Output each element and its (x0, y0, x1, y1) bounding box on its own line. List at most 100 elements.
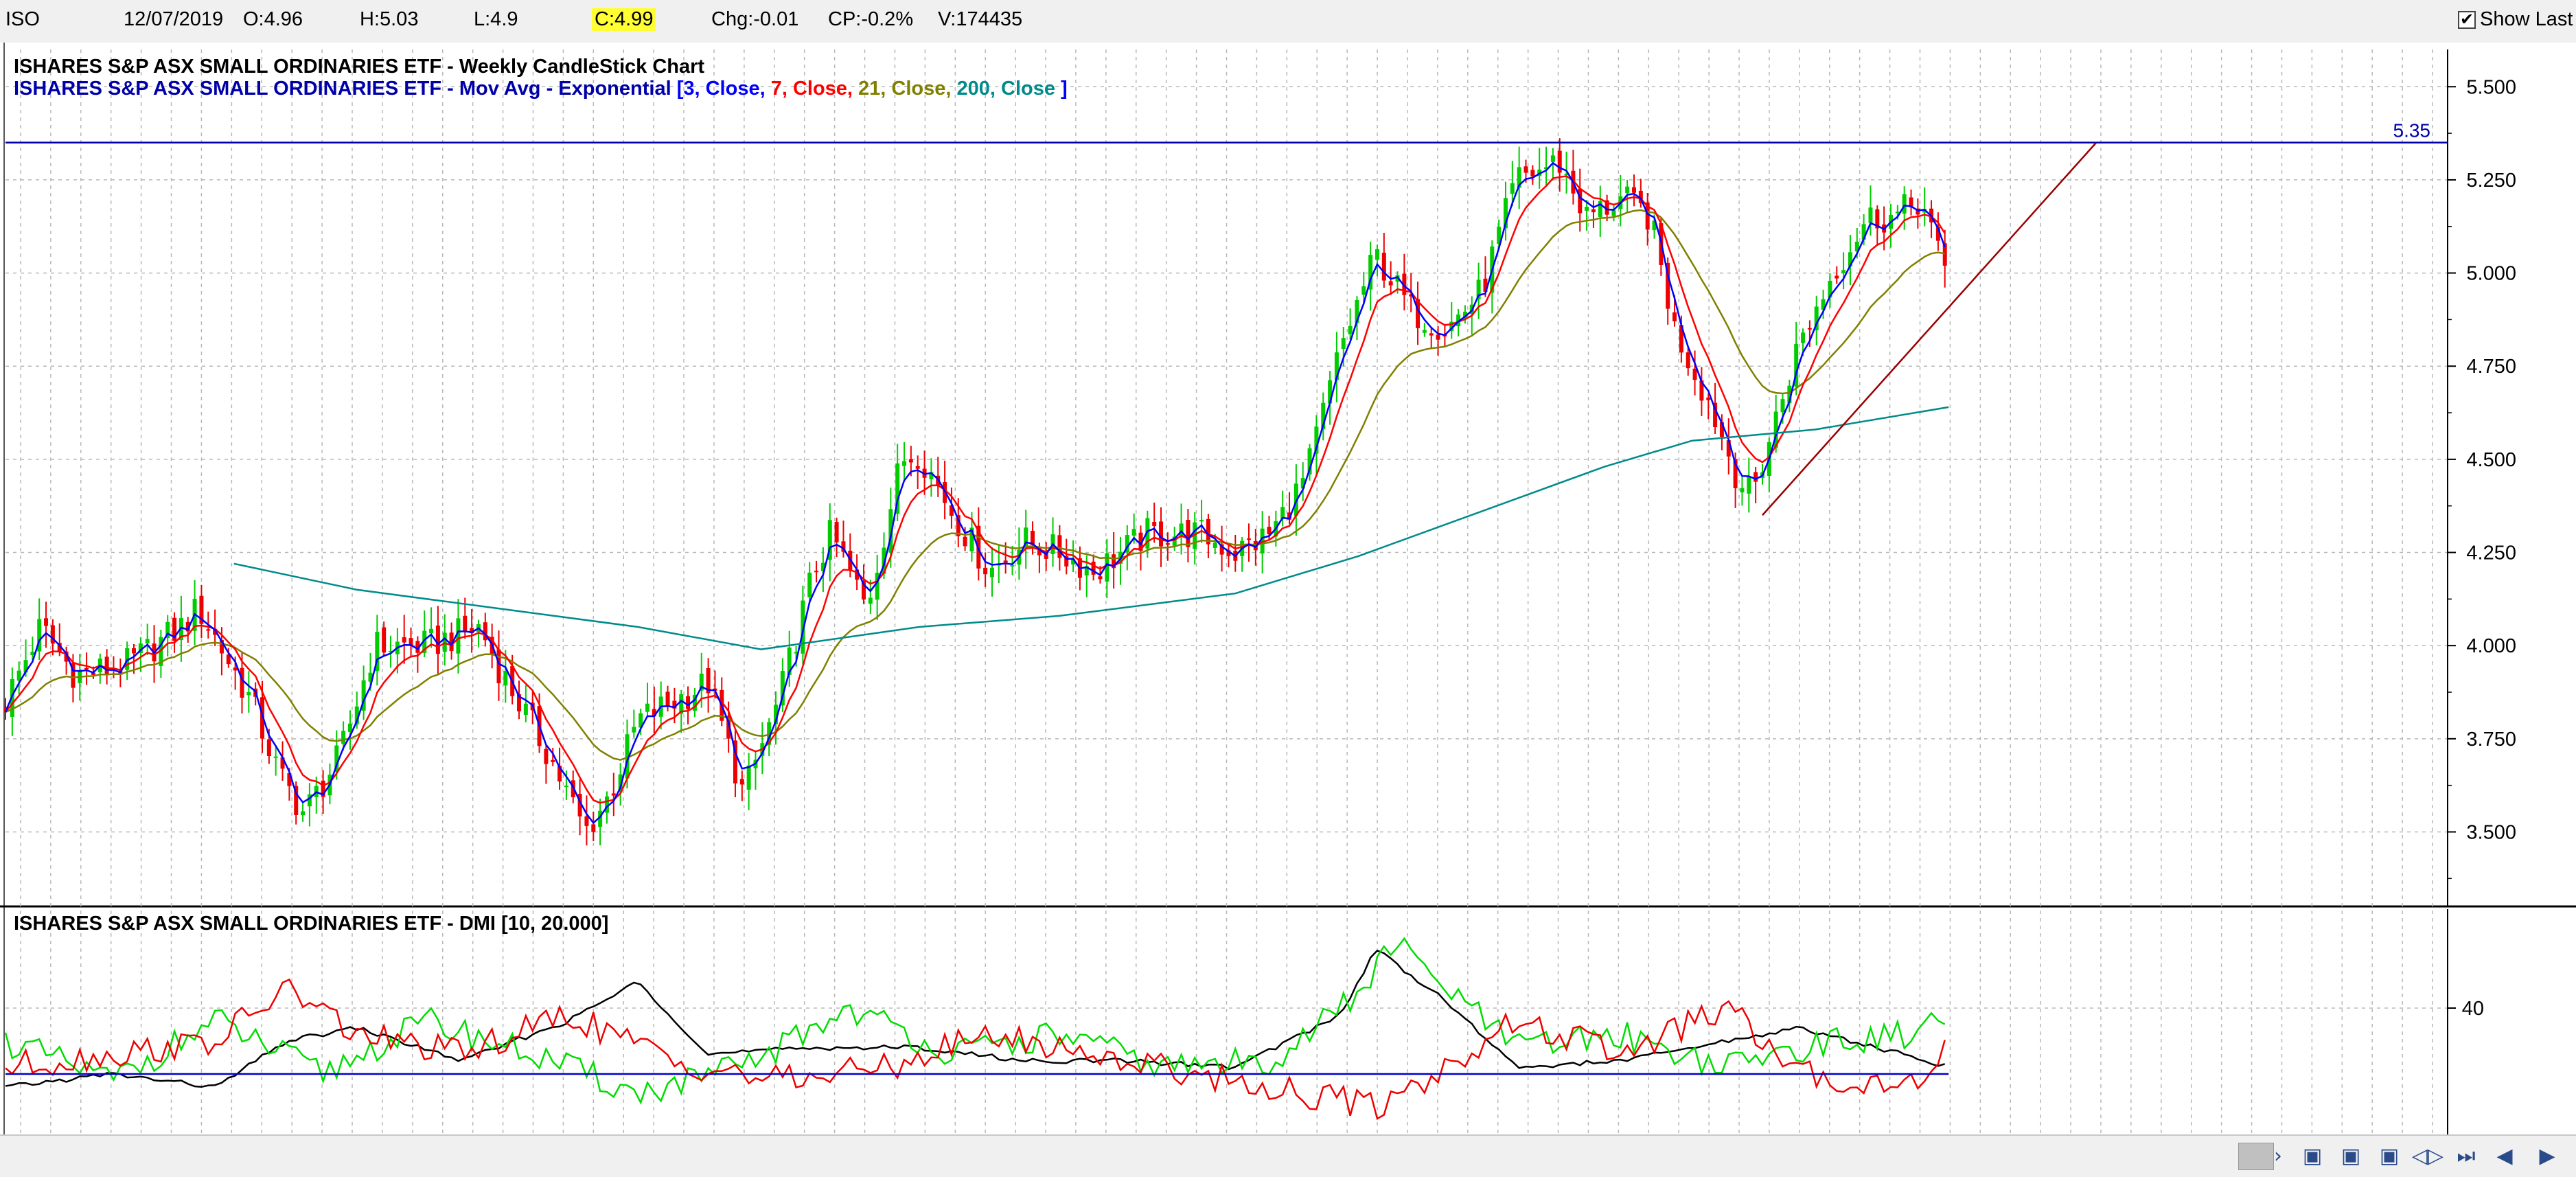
scrollbar-thumb[interactable] (2238, 1143, 2274, 1170)
candle-body (347, 723, 352, 732)
candle-body (1740, 488, 1745, 492)
candle-body (1375, 249, 1379, 260)
candle-body (780, 671, 785, 706)
candle-body (895, 463, 900, 514)
candle-body (564, 786, 568, 788)
candle-body (1003, 560, 1008, 563)
candle-body (983, 567, 988, 575)
candle-body (1138, 532, 1143, 551)
candle-body (1031, 530, 1035, 545)
chart-background (0, 43, 2576, 1134)
candle-body (30, 652, 35, 655)
candle-body (699, 674, 704, 691)
candle-body (50, 625, 55, 644)
candle-body (1307, 448, 1312, 475)
candle-body (598, 810, 603, 827)
candle-body (807, 572, 812, 597)
zoom-fit-icon[interactable]: ▣ (2379, 1144, 2400, 1168)
candle-body (767, 722, 772, 745)
candle-body (1172, 536, 1177, 546)
candle-body (1429, 333, 1434, 336)
candle-body (1861, 224, 1866, 240)
resistance-label: 5.35 (2393, 120, 2431, 141)
candle-body (1388, 281, 1393, 286)
candle-body (632, 727, 636, 733)
y-tick-label: 4.500 (2466, 449, 2516, 471)
chart-scrollbar[interactable]: › ▣ ▣ ▣ ◁▷ ⏭ ◀ ▶ (0, 1134, 2576, 1177)
scroll-left-icon[interactable]: ◀ (2496, 1144, 2513, 1168)
candle-body (1422, 330, 1427, 333)
candle-body (1402, 273, 1407, 295)
candle-body (1706, 397, 1711, 400)
candle-body (645, 703, 650, 712)
candle-body (591, 824, 596, 832)
candle-body (1666, 262, 1670, 309)
candle-body (456, 618, 461, 654)
symbol-label: ISO (5, 8, 40, 30)
candle-body (1328, 380, 1333, 404)
zoom-out-icon[interactable]: ▣ (2341, 1144, 2361, 1168)
candle-body (16, 670, 21, 681)
candle-body (1605, 200, 1609, 215)
candle-body (584, 816, 589, 826)
candle-body (868, 597, 873, 604)
candle-body (1794, 343, 1799, 387)
low-value: L:4.9 (474, 8, 518, 30)
candle-body (1226, 550, 1231, 556)
chart-title: ISHARES S&P ASX SMALL ORDINARIES ETF - W… (14, 56, 704, 78)
candle-body (266, 739, 271, 757)
candle-body (1645, 202, 1650, 230)
candle-body (551, 759, 555, 762)
candle-body (199, 595, 204, 624)
candle-body (1105, 553, 1109, 582)
candle-body (307, 794, 312, 807)
candle-body (294, 786, 299, 815)
candle-body (449, 632, 454, 652)
y-tick-label: 4.250 (2466, 542, 2516, 564)
candle-body (1686, 352, 1690, 369)
candle-body (841, 541, 846, 552)
candle-body (1125, 534, 1129, 553)
zoom-in-icon[interactable]: ▣ (2302, 1144, 2323, 1168)
candle-body (422, 630, 427, 653)
candle-body (861, 581, 866, 600)
volume-value: V:174435 (938, 8, 1023, 30)
dmi-plus-line (4, 937, 1946, 1105)
candle-body (746, 765, 751, 790)
candle-body (402, 637, 406, 643)
candle-body (1854, 241, 1859, 252)
candle-body (1246, 538, 1251, 540)
candle-body (1801, 332, 1806, 343)
candle-body (774, 705, 779, 724)
scroll-both-icon[interactable]: ◁▷ (2411, 1144, 2444, 1168)
candle-body (10, 678, 14, 717)
candle-body (672, 700, 677, 709)
candle-body (1726, 440, 1731, 457)
candle-body (375, 632, 380, 672)
candle-body (1517, 167, 1521, 188)
scroll-right-icon[interactable]: ▶ (2539, 1144, 2555, 1168)
candle-body (1476, 279, 1481, 299)
candle-body (1152, 522, 1157, 526)
candle-body (132, 648, 137, 654)
candle-body (354, 706, 359, 724)
candle-body (1733, 459, 1738, 488)
candle-body (287, 773, 292, 786)
candle-body (618, 774, 623, 792)
candle-body (726, 716, 731, 739)
open-value: O:4.96 (243, 8, 303, 30)
quote-bar: ISO 12/07/2019 O:4.96 H:5.03 L:4.9 C:4.9… (0, 0, 2576, 44)
candle-body (739, 779, 744, 785)
ema200-line (233, 406, 1949, 650)
candle-body (321, 780, 325, 797)
candle-body (435, 625, 440, 654)
candle-body (246, 692, 251, 696)
scroll-right-small-icon[interactable]: › (2274, 1144, 2282, 1168)
scroll-end-icon[interactable]: ⏭ (2457, 1144, 2476, 1168)
candle-body (1193, 522, 1197, 549)
show-last-checkbox[interactable]: ✔ (2458, 11, 2476, 29)
candle-body (1679, 325, 1683, 353)
candle-body (639, 713, 643, 728)
candle-body (915, 466, 920, 469)
candle-body (882, 547, 886, 574)
